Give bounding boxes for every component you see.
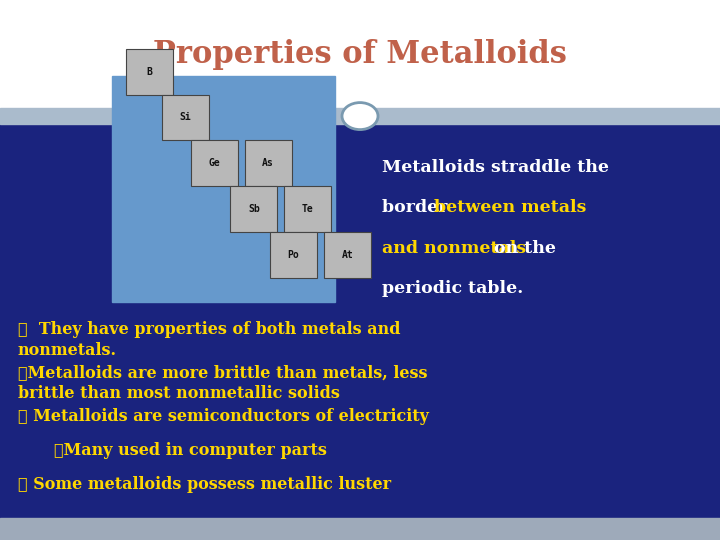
Bar bbox=[0, 0, 720, 108]
Text: on the: on the bbox=[488, 240, 556, 257]
Text: border: border bbox=[382, 199, 453, 217]
Bar bbox=[191, 140, 238, 186]
Bar bbox=[0, 124, 720, 518]
Bar bbox=[270, 232, 317, 278]
Text: ❖ Some metalloids possess metallic luster: ❖ Some metalloids possess metallic luste… bbox=[18, 476, 391, 493]
Bar bbox=[324, 232, 371, 278]
Text: ❖ Metalloids are semiconductors of electricity: ❖ Metalloids are semiconductors of elect… bbox=[18, 408, 429, 425]
Text: Si: Si bbox=[179, 112, 192, 123]
Bar bbox=[0, 518, 720, 540]
Bar bbox=[245, 140, 292, 186]
Text: Properties of Metalloids: Properties of Metalloids bbox=[153, 38, 567, 70]
Text: Po: Po bbox=[287, 250, 300, 260]
Bar bbox=[126, 49, 173, 94]
Text: and nonmetals: and nonmetals bbox=[382, 240, 526, 257]
Text: ❖Metalloids are more brittle than metals, less: ❖Metalloids are more brittle than metals… bbox=[18, 364, 428, 381]
Text: periodic table.: periodic table. bbox=[382, 280, 523, 298]
Text: As: As bbox=[262, 158, 274, 168]
Bar bbox=[230, 186, 277, 232]
Text: brittle than most nonmetallic solids: brittle than most nonmetallic solids bbox=[18, 385, 340, 402]
Text: At: At bbox=[341, 250, 354, 260]
Text: ❖Many used in computer parts: ❖Many used in computer parts bbox=[54, 442, 327, 459]
Text: ❖  They have properties of both metals and: ❖ They have properties of both metals an… bbox=[18, 321, 400, 338]
Bar bbox=[0, 108, 720, 124]
Text: Ge: Ge bbox=[208, 158, 220, 168]
Bar bbox=[284, 186, 331, 232]
Text: between metals: between metals bbox=[434, 199, 587, 217]
Text: nonmetals.: nonmetals. bbox=[18, 342, 117, 359]
Bar bbox=[112, 76, 335, 302]
Text: B: B bbox=[146, 66, 153, 77]
Bar bbox=[162, 94, 209, 140]
Text: Metalloids straddle the: Metalloids straddle the bbox=[382, 159, 608, 176]
Circle shape bbox=[342, 103, 378, 130]
Text: Te: Te bbox=[302, 204, 314, 214]
Text: Sb: Sb bbox=[248, 204, 260, 214]
